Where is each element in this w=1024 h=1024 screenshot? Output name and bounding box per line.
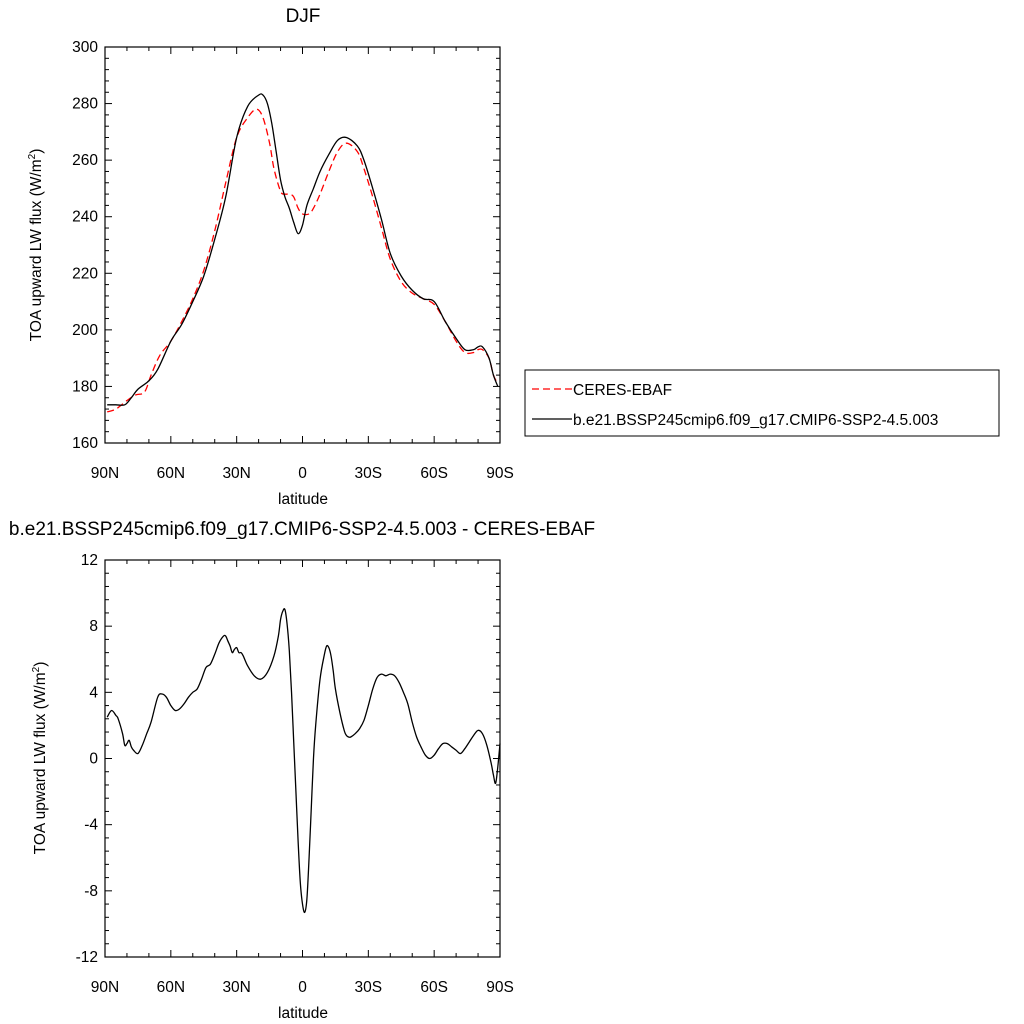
bottom-series-line-0 [106,608,501,914]
bottom-panel-y-label-main: TOA upward LW flux (W/m [32,672,49,854]
top-panel-series [106,93,499,413]
top-y-tick-label: 160 [72,435,98,452]
top-panel-frame [104,46,501,444]
top-panel-x-axis-label: latitude [278,491,328,508]
bottom-x-tick-label: 90N [91,979,119,996]
bottom-panel-frame [104,559,501,958]
top-panel-y-label-close: ) [28,149,45,154]
bottom-panel-y-axis-label: TOA upward LW flux (W/m2) [31,662,49,855]
bottom-y-tick-label: 0 [89,751,98,768]
top-panel-y-axis-label: TOA upward LW flux (W/m2) [27,149,45,342]
bottom-panel-series [106,608,501,914]
top-y-tick-label: 180 [72,378,98,395]
top-y-tick-label: 240 [72,209,98,226]
top-y-tick-label: 300 [72,39,98,56]
top-x-tick-label: 0 [298,465,307,482]
top-x-tick-label: 60S [420,465,448,482]
top-y-tick-label: 200 [72,322,98,339]
bottom-y-tick-label: 12 [81,552,98,569]
top-panel: DJF 90N 60N 30N 0 30S 60S 90S 160 180 200 220 240 26… [27,6,1000,508]
top-y-tick-label: 220 [72,265,98,282]
bottom-panel-x-axis-label: latitude [278,1005,328,1022]
bottom-y-tick-label: 4 [89,684,98,701]
legend-label-ceres-ebaf: CERES-EBAF [573,382,672,399]
top-y-tick-label: 280 [72,96,98,113]
top-panel-y-label-main: TOA upward LW flux (W/m [28,159,45,341]
top-x-tick-label: 60N [157,465,185,482]
bottom-y-tick-label: -4 [84,817,98,834]
bottom-y-tick-label: -12 [76,949,98,966]
bottom-panel-y-label-close: ) [32,662,49,667]
bottom-x-tick-label: 30S [355,979,383,996]
top-panel-ticks: 90N 60N 30N 0 30S 60S 90S 160 180 200 220 240 260 280… [72,39,514,482]
legend-box [524,369,1000,437]
bottom-x-tick-label: 60N [157,979,185,996]
top-panel-title: DJF [286,6,321,27]
top-y-tick-label: 260 [72,152,98,169]
top-x-tick-label: 30N [222,465,250,482]
top-panel-y-label-superscript: 2 [27,153,38,159]
bottom-x-tick-label: 30N [222,979,250,996]
bottom-y-tick-label: 8 [89,618,98,635]
bottom-panel: b.e21.BSSP245cmip6.f09_g17.CMIP6-SSP2-4.… [9,519,595,1022]
bottom-panel-ticks: 90N 60N 30N 0 30S 60S 90S -12 -8 -4 0 4 8 12 [76,552,514,996]
top-x-tick-label: 90S [486,465,514,482]
legend: CERES-EBAF b.e21.BSSP245cmip6.f09_g17.CM… [524,369,1000,437]
top-series-line-1 [107,93,499,406]
bottom-x-tick-label: 60S [420,979,448,996]
bottom-x-tick-label: 0 [298,979,307,996]
bottom-panel-y-label-superscript: 2 [31,666,42,672]
bottom-panel-title: b.e21.BSSP245cmip6.f09_g17.CMIP6-SSP2-4.… [9,519,595,540]
top-series-line-0 [106,108,499,413]
legend-label-model: b.e21.BSSP245cmip6.f09_g17.CMIP6-SSP2-4.… [573,412,938,429]
bottom-y-tick-label: -8 [84,883,98,900]
bottom-x-tick-label: 90S [486,979,514,996]
top-x-tick-label: 30S [355,465,383,482]
top-x-tick-label: 90N [91,465,119,482]
